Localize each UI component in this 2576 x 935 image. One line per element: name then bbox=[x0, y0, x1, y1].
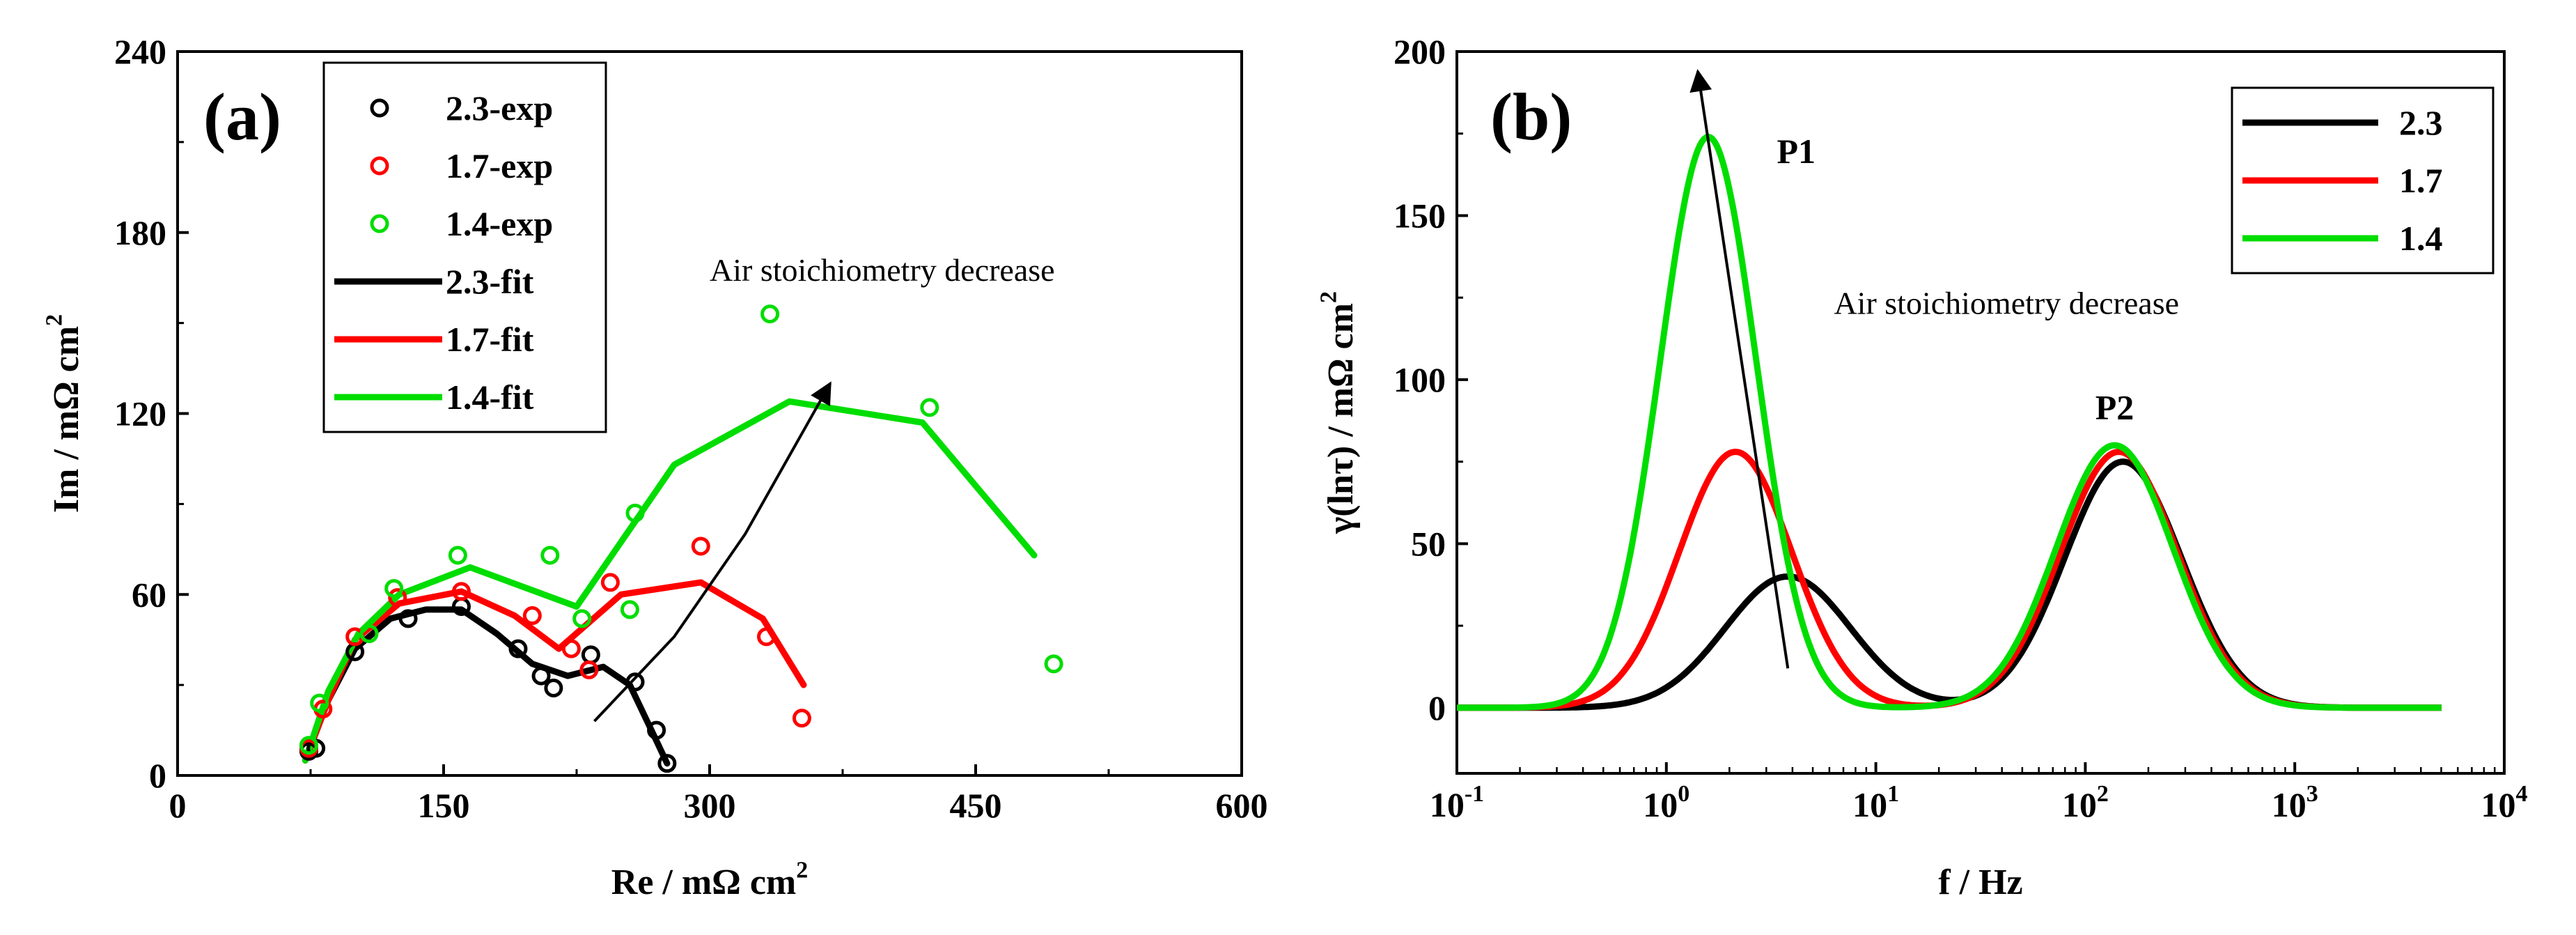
data-point-1.4-exp bbox=[572, 609, 592, 628]
x-tick-label-b: 101 bbox=[1852, 781, 1899, 824]
y-tick-label-b: 100 bbox=[1394, 360, 1446, 399]
x-tick-label-b: 103 bbox=[2272, 781, 2318, 824]
data-point-2.3-exp bbox=[544, 678, 563, 697]
data-point-2.3-exp bbox=[398, 609, 418, 628]
data-point-1.4-exp bbox=[448, 546, 467, 565]
x-tick-label-a: 300 bbox=[684, 786, 736, 825]
data-point-2.3-exp bbox=[657, 754, 677, 773]
data-point-2.3-exp bbox=[531, 666, 551, 686]
x-axis-title-a: Re / mΩ cm2 bbox=[611, 858, 808, 902]
legend-label-2.3: 2.3 bbox=[2399, 103, 2443, 142]
legend-label-2.3-exp: 2.3-exp bbox=[446, 88, 553, 128]
y-axis-title-b: γ(lnτ) / mΩ cm2 bbox=[1316, 291, 1361, 534]
data-point-1.7-exp bbox=[388, 588, 407, 608]
panel-label-a: (a) bbox=[203, 79, 281, 154]
legend-label-1.4-exp: 1.4-exp bbox=[446, 204, 553, 243]
data-point-2.3-exp bbox=[647, 720, 666, 740]
x-tick-label-a: 0 bbox=[169, 786, 187, 825]
legend-label-1.7-exp: 1.7-exp bbox=[446, 146, 553, 185]
x-tick-label-b: 102 bbox=[2062, 781, 2109, 824]
legend-box-a bbox=[322, 61, 607, 433]
annotation-a: Air stoichiometry decrease bbox=[710, 252, 1055, 288]
legend-label-2.3-fit: 2.3-fit bbox=[446, 262, 534, 301]
legend-swatch-2.3-exp bbox=[370, 98, 389, 118]
trend-arrow-b bbox=[1689, 69, 1790, 669]
data-point-1.4-exp bbox=[1044, 654, 1063, 674]
legend-label-1.4-fit: 1.4-fit bbox=[446, 378, 534, 417]
data-point-1.4-exp bbox=[920, 398, 939, 417]
data-point-1.7-exp bbox=[756, 627, 776, 647]
data-point-2.3-exp bbox=[625, 672, 645, 692]
x-tick-label-a: 150 bbox=[418, 786, 470, 825]
legend-label-1.4: 1.4 bbox=[2399, 219, 2443, 258]
data-point-1.7-exp bbox=[522, 606, 542, 626]
x-axis-title-b: f / Hz bbox=[1938, 863, 2022, 902]
peak-label-P2: P2 bbox=[2095, 387, 2134, 426]
series-line-2.3 bbox=[1455, 458, 2443, 711]
legend-swatch-1.7-exp bbox=[370, 156, 389, 176]
y-tick-label-b: 50 bbox=[1411, 524, 1446, 563]
panel-b: 10-1 100 101 102 103 104 0 50 100 150 200 f / Hz γ(l… bbox=[1316, 32, 2528, 902]
trend-arrow-a bbox=[593, 381, 832, 722]
y-tick-label-b: 150 bbox=[1394, 196, 1446, 235]
data-point-1.7-exp bbox=[792, 709, 811, 728]
data-point-1.4-exp bbox=[310, 693, 329, 713]
data-point-2.3-exp bbox=[581, 645, 600, 665]
data-point-1.4-exp bbox=[620, 600, 639, 619]
data-point-1.7-exp bbox=[579, 660, 599, 679]
panel-a: 0 150 300 450 600 0 60 120 180 240 Re / mΩ cm2 Im /… bbox=[42, 32, 1268, 902]
data-point-1.7-exp bbox=[691, 536, 710, 556]
peak-label-P1: P1 bbox=[1777, 132, 1816, 171]
data-point-1.4-exp bbox=[299, 736, 318, 755]
data-point-2.3-exp bbox=[508, 639, 528, 658]
x-tick-label-a: 450 bbox=[950, 786, 1002, 825]
data-point-1.7-exp bbox=[451, 582, 471, 601]
y-tick-label-b: 200 bbox=[1394, 32, 1446, 71]
data-point-1.4-exp bbox=[760, 304, 780, 324]
data-point-1.4-exp bbox=[384, 579, 404, 598]
y-tick-label-a: 0 bbox=[149, 756, 166, 795]
legend-swatch-1.4-exp bbox=[370, 214, 389, 233]
y-tick-label-a: 120 bbox=[114, 394, 166, 433]
legend-label-1.7: 1.7 bbox=[2399, 161, 2443, 200]
x-tick-label-a: 600 bbox=[1216, 786, 1268, 825]
series-line-1.4-fit bbox=[302, 398, 1038, 764]
y-tick-label-a: 60 bbox=[132, 575, 166, 614]
y-tick-label-a: 180 bbox=[114, 213, 166, 252]
data-point-1.7-exp bbox=[600, 573, 620, 592]
series-line-1.4 bbox=[1455, 133, 2443, 711]
y-tick-label-b: 0 bbox=[1428, 688, 1446, 727]
legend-label-1.7-fit: 1.7-fit bbox=[446, 320, 534, 359]
data-point-1.4-exp bbox=[540, 546, 560, 565]
data-point-1.7-exp bbox=[561, 639, 581, 658]
plot-frame-b bbox=[1455, 50, 2506, 775]
data-point-1.4-exp bbox=[625, 503, 645, 523]
panel-label-b: (b) bbox=[1490, 79, 1572, 154]
x-tick-label-b: 10-1 bbox=[1430, 781, 1484, 824]
y-tick-label-a: 240 bbox=[114, 32, 166, 71]
x-tick-label-b: 100 bbox=[1643, 781, 1689, 824]
y-axis-title-a: Im / mΩ cm2 bbox=[42, 314, 86, 513]
data-point-1.4-exp bbox=[359, 624, 379, 644]
series-line-1.7 bbox=[1455, 449, 2443, 711]
x-tick-label-b: 104 bbox=[2481, 781, 2528, 824]
annotation-b: Air stoichiometry decrease bbox=[1834, 286, 2179, 321]
